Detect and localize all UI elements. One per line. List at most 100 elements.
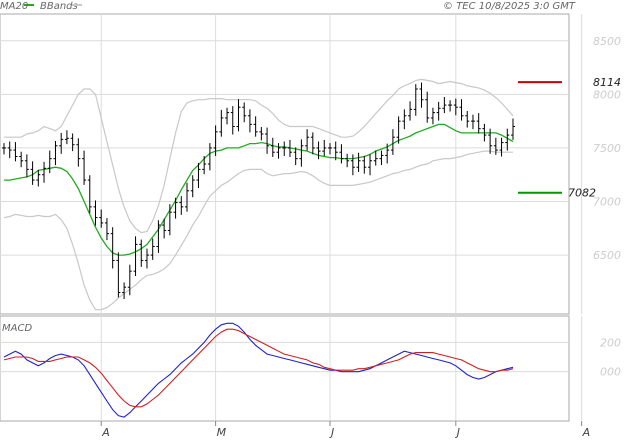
x-tick-label: A [582,426,591,439]
bollinger-bands [3,78,514,311]
signal-line [3,328,514,408]
ohlc-bar [453,98,458,116]
ohlc-bar [293,147,298,166]
ohlc-bar [13,142,18,162]
ohlc-bar [207,143,212,171]
ohlc-bar [70,133,75,152]
ohlc-bar [282,141,287,156]
ohlc-bar [350,154,355,176]
ohlc-bar [333,141,338,161]
support-label: 7082 [568,187,596,200]
ohlc-bar [476,113,481,134]
ohlc-bar [156,220,161,253]
ohlc-bar [436,101,441,121]
ohlc-bar [322,139,327,156]
ohlc-bar [93,200,98,226]
ma-legend-label: MA20 [0,1,28,12]
ohlc-bar [493,137,498,155]
ohlc-bar [310,132,315,155]
resistance-label: 8114 [593,76,621,89]
macd-lines [3,322,514,418]
ohlc-bar [219,109,224,137]
ma-legend-swatch [24,4,34,6]
ohlc-bar [488,128,493,154]
ohlc-bar [47,150,52,174]
ohlc-bar [287,139,292,158]
price-y-tick-label: 8500 [593,35,621,48]
ohlc-bar [459,99,464,121]
ohlc-bar [499,137,504,157]
bb-upper-line [4,78,514,234]
ohlc-bar [236,99,241,132]
ohlc-bar [368,154,373,176]
ohlc-bar [242,102,247,123]
ohlc-bar [133,236,138,276]
ohlc-bar [76,138,81,167]
ohlc-bar [139,239,144,267]
ohlc-bar [110,227,115,269]
ohlc-bar [402,109,407,130]
price-y-ticks: 8500 8000 7500 7000 6500 [593,35,621,262]
ohlc-bar [430,107,435,125]
macd-y-ticks: 200 000 [600,336,621,378]
ohlc-bar [316,141,321,160]
ohlc-bar [104,218,109,241]
ohlc-bar [276,143,281,159]
x-tick-label: J [455,426,460,439]
ohlc-bar [448,100,453,112]
ohlc-bars [2,82,515,299]
ohlc-bar [390,129,395,155]
ohlc-bar [396,116,401,144]
x-tick-label: J [329,426,334,439]
ohlc-bar [339,144,344,164]
ohlc-bar [53,140,58,166]
ma20-line [4,123,514,256]
ohlc-bar [425,91,430,123]
x-tick-label: A [101,426,110,439]
ohlc-bar [2,143,6,155]
ohlc-bar [162,218,167,239]
copyright-text: © TEC 10/8/2025 3:0 GMT [443,1,576,12]
ohlc-bar [470,114,475,130]
ohlc-bar [259,127,264,141]
price-levels: 8114 7082 [518,76,621,200]
x-tick-label: M [217,426,227,439]
ohlc-bar [173,197,178,219]
macd-y-tick-label: 000 [600,366,621,379]
ohlc-bar [247,109,252,133]
price-panel: 8500 8000 7500 7000 6500 8114 7082 [0,13,621,315]
ohlc-bar [225,107,230,125]
price-panel-frame [0,13,570,315]
ohlc-bar [127,264,132,296]
ohlc-bar [482,123,487,142]
ohlc-bar [24,154,29,178]
ohlc-bar [379,150,384,166]
price-y-tick-label: 8000 [593,88,621,101]
ohlc-bar [190,175,195,198]
bb-legend-label: BBands [40,1,78,12]
ohlc-bar [408,101,413,121]
macd-panel: MACD 200 000 [0,315,621,422]
macd-y-tick-label: 200 [600,336,621,349]
ohlc-bar [122,282,127,299]
price-grid [0,14,583,314]
price-y-tick-label: 6500 [593,249,621,262]
ohlc-bar [327,143,332,155]
ohlc-bar [87,175,92,214]
ohlc-bar [150,238,155,260]
ohlc-bar [265,127,270,154]
ohlc-bar [442,97,447,114]
ohlc-bar [373,150,378,166]
ohlc-bar [82,150,87,185]
macd-label: MACD [2,323,32,334]
ohlc-bar [385,143,390,164]
ohlc-bar [202,155,207,175]
ohlc-bar [419,82,424,108]
ohlc-bar [362,155,367,174]
ohlc-bar [196,162,201,189]
ohlc-bar [356,152,361,173]
ohlc-bar [99,209,104,228]
ohlc-bar [505,128,510,151]
